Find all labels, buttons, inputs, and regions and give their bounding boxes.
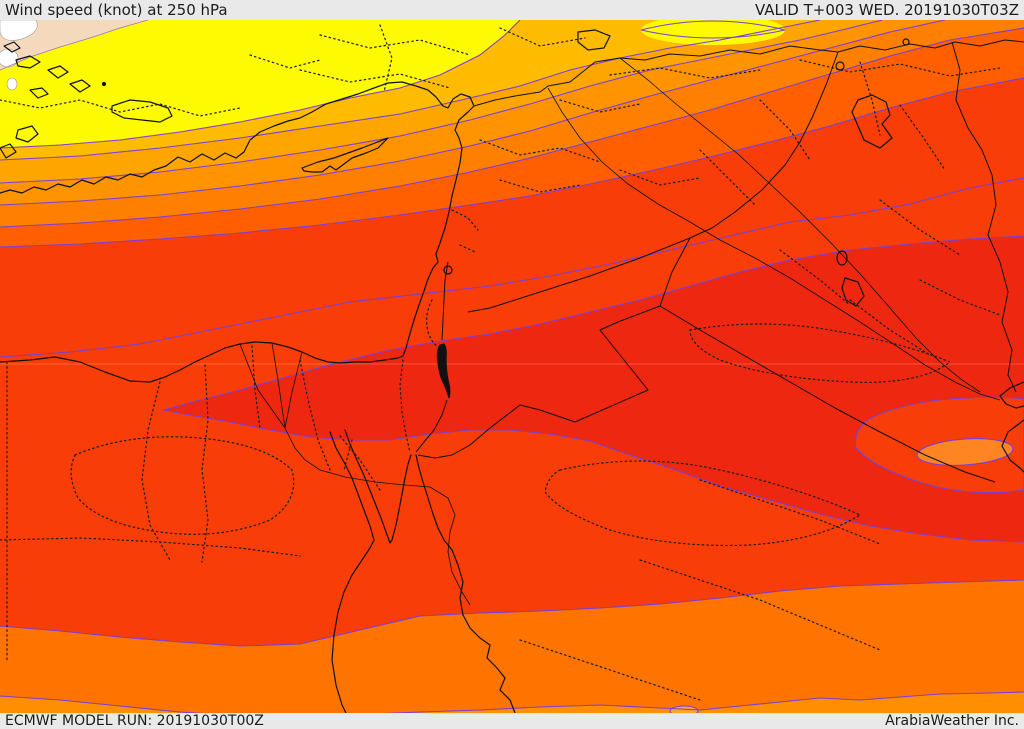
cyprus-island [301,137,389,173]
mediterranean-levant-anatolia-coast [0,81,475,383]
valid-time-label: VALID T+003 WED. 20191030T03Z [754,1,1019,19]
iran-iraq-border [951,41,1017,393]
header-bar: Wind speed (knot) at 250 hPa VALID T+003… [0,0,1024,20]
small-lake [835,61,845,71]
egypt-israel-border [399,359,411,453]
lake-van [851,94,893,149]
jordan-saudi-border [417,305,661,459]
yellow-maximum-blob [641,20,785,45]
small-island [101,81,107,87]
jordan-iraq-border [659,237,691,307]
admin-borders-dotted [0,24,1001,701]
nile-delta-branches [239,342,303,429]
country-borders [415,39,1024,483]
syria-jordan-border [467,237,691,313]
iraq-saudi-border [659,305,996,483]
euphrates-river [547,87,1001,401]
sea-of-galilee [443,265,453,275]
coastlines [0,81,1024,713]
rivers [239,57,1001,606]
white-patch [6,77,18,91]
map-title: Wind speed (knot) at 250 hPa [5,1,228,19]
syria-iraq-border [689,51,839,239]
gulf-of-suez-egypt-red-sea-coast [329,431,375,713]
lakes [436,29,910,399]
lake-tuz [577,29,611,51]
color-bands [0,20,1024,713]
peach-band [0,20,148,70]
white-patch [0,20,38,41]
brand-label: ArabiaWeather Inc. [885,713,1019,729]
crete-island [111,99,173,123]
map-canvas [0,20,1024,713]
dead-sea [436,343,451,399]
persian-gulf-tip-coast [999,381,1024,473]
west-bank-border [426,209,479,349]
nile-river [284,427,471,606]
islands [0,41,389,173]
small-lake [902,38,910,46]
footer-bar: ECMWF MODEL RUN: 20191030T00Z ArabiaWeat… [0,713,1024,729]
lake-habbaniyah [841,277,865,307]
white-patch [0,48,19,68]
wind-speed-map [0,20,1024,713]
model-run-label: ECMWF MODEL RUN: 20191030T00Z [5,713,264,729]
aegean-island [0,41,91,159]
tigris-river [619,57,981,393]
local-minimum-core [916,438,1014,466]
gulf-of-aqaba-saudi-red-sea-coast [415,454,516,713]
lake-tharthar [836,250,848,266]
sinai-coast [344,429,412,544]
turkey-syria-iraq-border [473,39,1024,107]
